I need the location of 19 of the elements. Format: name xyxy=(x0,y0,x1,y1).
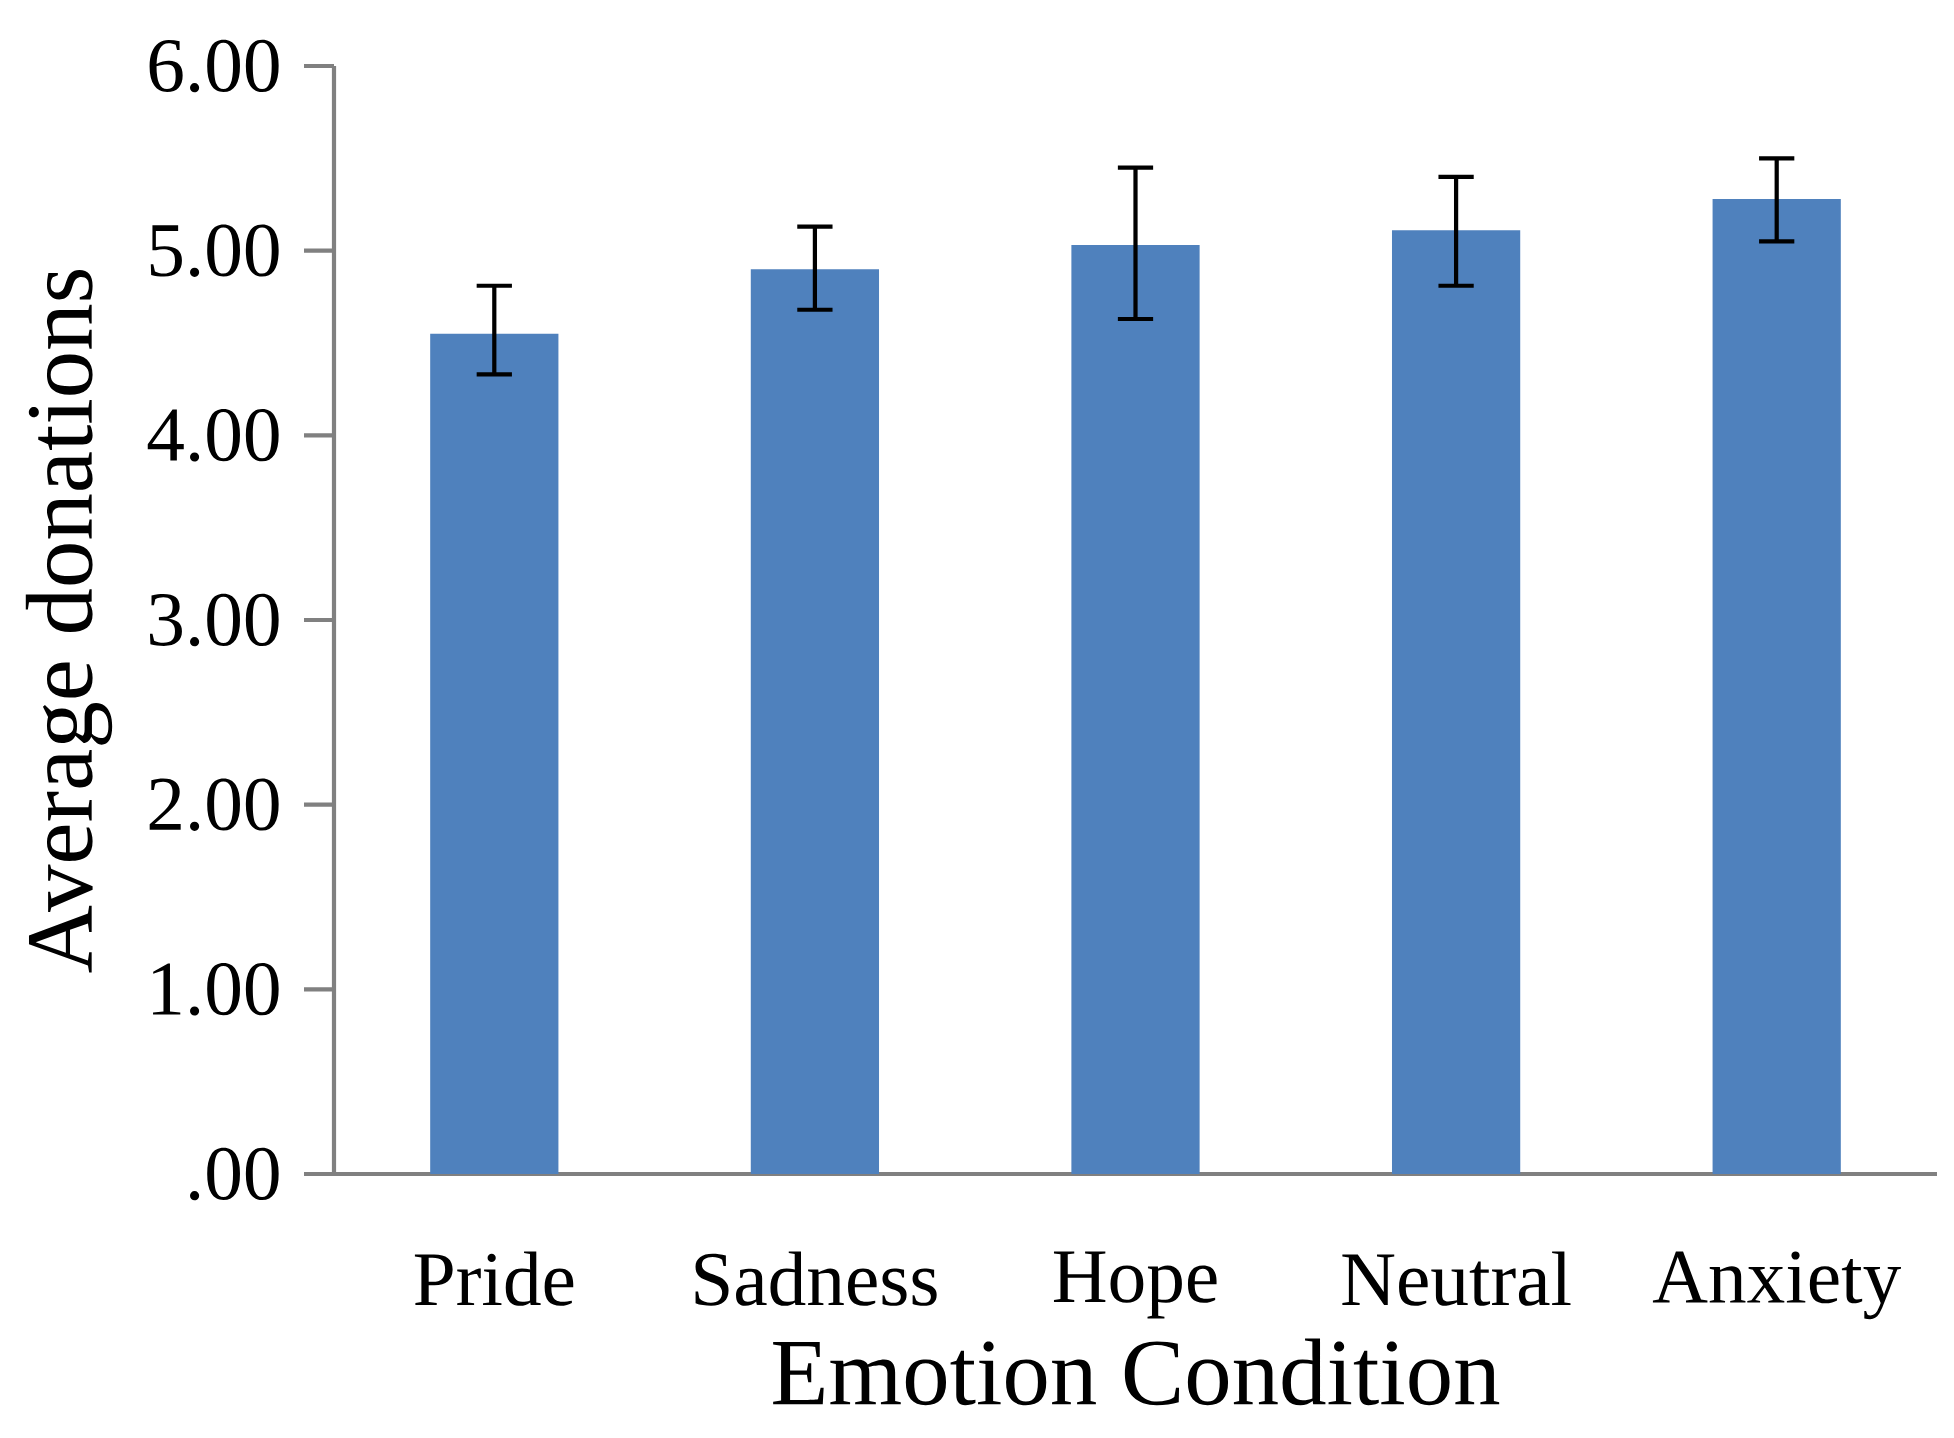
y-axis-title: Average donations xyxy=(25,269,113,973)
bar xyxy=(430,333,559,1174)
x-axis-title: Emotion Condition xyxy=(773,1338,1500,1406)
x-tick-label: Sadness xyxy=(695,1251,937,1306)
x-tick-label: Anxiety xyxy=(1652,1251,1901,1320)
y-tick-label: 2.00 xyxy=(149,778,279,831)
bar xyxy=(1391,230,1521,1174)
bar xyxy=(750,269,880,1174)
y-tick-label: 4.00 xyxy=(147,409,279,462)
y-tick-label: 5.00 xyxy=(150,224,279,277)
y-tick-label: 1.00 xyxy=(153,963,279,1016)
y-tick-label: 3.00 xyxy=(149,593,279,647)
bar xyxy=(1071,245,1200,1174)
x-tick-label: Neutral xyxy=(1342,1251,1571,1306)
bar xyxy=(1712,198,1841,1174)
x-tick-label: Hope xyxy=(1053,1251,1217,1319)
y-tick-label: .00 xyxy=(190,1147,279,1201)
y-tick-label: 6.00 xyxy=(149,39,279,93)
x-tick-label: Pride xyxy=(414,1251,574,1306)
